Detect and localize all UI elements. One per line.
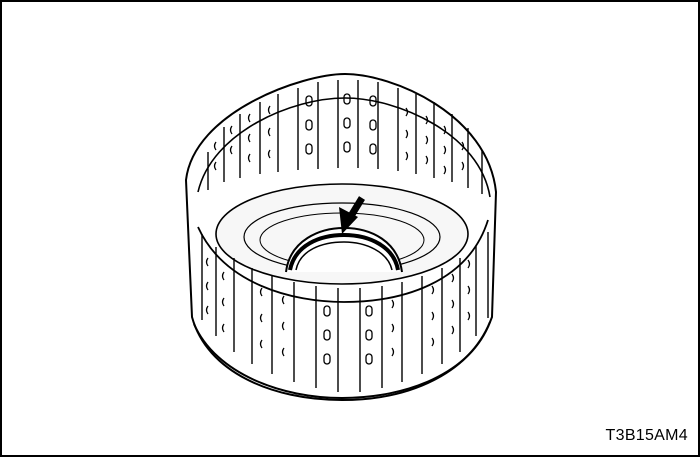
drum-rim-front bbox=[197, 219, 489, 303]
back-splines bbox=[207, 80, 483, 194]
callout-arrow bbox=[339, 196, 365, 234]
snap-ring-groove bbox=[288, 232, 400, 271]
figure-code: T3B15AM4 bbox=[605, 427, 688, 444]
snap-ring-groove-inner bbox=[295, 241, 393, 271]
front-splines bbox=[201, 232, 489, 392]
back-spline-slots bbox=[213, 93, 465, 175]
drum-bottom-edge bbox=[193, 321, 491, 400]
drum-rim-back bbox=[197, 97, 491, 198]
front-spline-slots bbox=[205, 257, 471, 365]
